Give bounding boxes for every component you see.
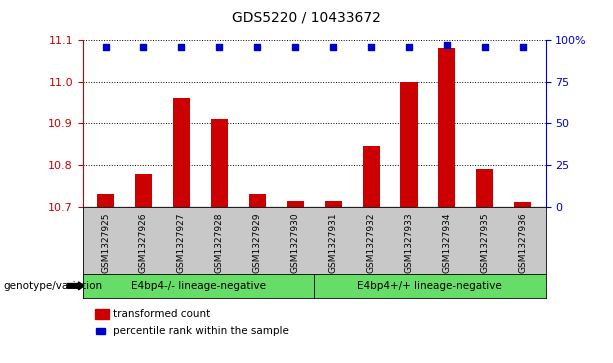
Point — [518, 44, 528, 49]
Point — [139, 44, 148, 49]
Bar — [325, 201, 341, 207]
Point — [101, 44, 110, 49]
Text: genotype/variation: genotype/variation — [3, 281, 102, 291]
Bar — [249, 194, 266, 207]
Text: GSM1327933: GSM1327933 — [405, 212, 414, 273]
Text: E4bp4-/- lineage-negative: E4bp4-/- lineage-negative — [131, 281, 266, 291]
Point — [328, 44, 338, 49]
Point — [253, 44, 262, 49]
Bar — [287, 201, 303, 207]
Bar — [362, 146, 379, 207]
Text: GSM1327925: GSM1327925 — [101, 212, 110, 273]
Text: GSM1327930: GSM1327930 — [291, 212, 300, 273]
Point — [215, 44, 224, 49]
Point — [404, 44, 414, 49]
Bar — [514, 202, 531, 207]
Text: transformed count: transformed count — [113, 309, 211, 319]
Point — [177, 44, 186, 49]
Point — [480, 44, 490, 49]
Bar — [438, 48, 455, 207]
Point — [366, 44, 376, 49]
Text: E4bp4+/+ lineage-negative: E4bp4+/+ lineage-negative — [357, 281, 502, 291]
Text: GSM1327932: GSM1327932 — [367, 212, 376, 273]
Bar — [211, 119, 228, 207]
Point — [291, 44, 300, 49]
Text: GSM1327936: GSM1327936 — [519, 212, 527, 273]
Text: GSM1327928: GSM1327928 — [215, 212, 224, 273]
Bar — [476, 169, 493, 207]
Text: GSM1327926: GSM1327926 — [139, 212, 148, 273]
Text: GSM1327927: GSM1327927 — [177, 212, 186, 273]
Bar — [135, 174, 152, 207]
Text: percentile rank within the sample: percentile rank within the sample — [113, 326, 289, 336]
Text: GSM1327934: GSM1327934 — [443, 212, 451, 273]
Point — [442, 42, 452, 48]
Text: GSM1327935: GSM1327935 — [481, 212, 489, 273]
Bar — [400, 82, 417, 207]
Bar — [173, 98, 190, 207]
Text: GDS5220 / 10433672: GDS5220 / 10433672 — [232, 11, 381, 25]
Text: GSM1327931: GSM1327931 — [329, 212, 338, 273]
Text: GSM1327929: GSM1327929 — [253, 212, 262, 273]
Bar — [97, 194, 114, 207]
